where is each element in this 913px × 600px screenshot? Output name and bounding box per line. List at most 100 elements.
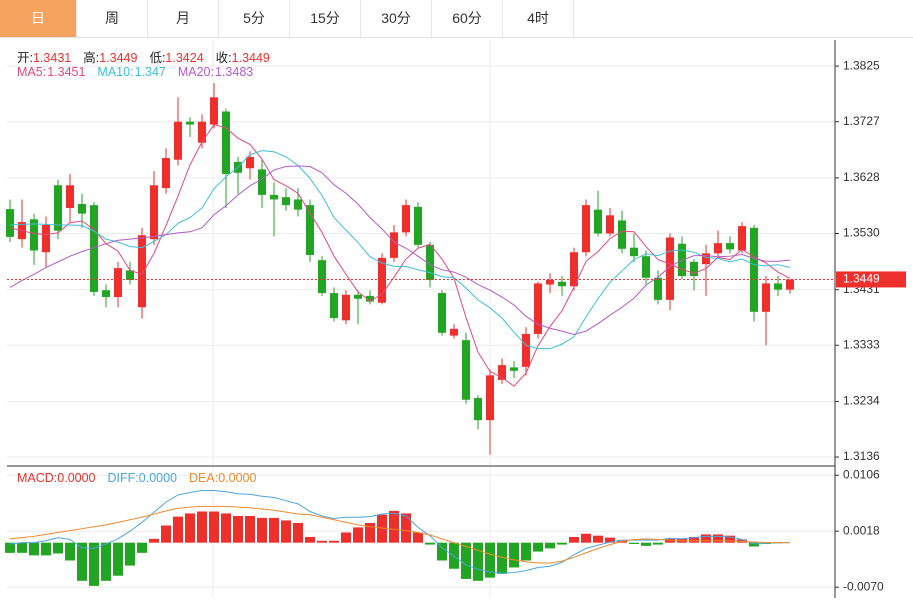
candle-body xyxy=(486,375,494,421)
candle-body xyxy=(558,281,566,287)
y-tick-label: 0.0018 xyxy=(843,523,880,537)
legend-item: MACD:0.0000 xyxy=(17,471,96,485)
legend-item: MA5:1.3451 xyxy=(17,65,85,79)
macd-bar xyxy=(149,538,159,543)
period-tab[interactable]: 30分 xyxy=(361,0,432,37)
legend-item: DEA:0.0000 xyxy=(189,471,256,485)
macd-bar xyxy=(5,542,15,553)
candle-body xyxy=(66,185,74,208)
candle-body xyxy=(762,283,770,312)
macd-bar xyxy=(593,535,603,543)
macd-bar xyxy=(305,536,315,543)
indicator-line xyxy=(9,165,791,336)
candle-body xyxy=(738,226,746,251)
macd-bar xyxy=(89,542,99,586)
macd-bar xyxy=(329,540,339,543)
macd-bar xyxy=(497,542,507,574)
macd-bar xyxy=(665,538,675,543)
candle-body xyxy=(258,169,266,195)
legend-name: MA10: xyxy=(97,65,134,79)
candle-body xyxy=(666,237,674,300)
macd-bar xyxy=(485,542,495,578)
candle-body xyxy=(498,365,506,380)
macd-bar xyxy=(533,542,543,552)
macd-bar xyxy=(173,516,183,543)
indicator-line xyxy=(9,150,791,350)
macd-bar xyxy=(29,542,39,556)
y-tick-label: 1.3727 xyxy=(843,114,880,128)
candle-body xyxy=(366,295,374,302)
macd-bar xyxy=(557,542,567,545)
macd-bar xyxy=(125,542,135,566)
macd-bar xyxy=(233,515,243,543)
y-tick-label: 1.3136 xyxy=(843,449,880,463)
macd-bar xyxy=(197,511,207,543)
candle-body xyxy=(714,243,722,254)
candle-body xyxy=(726,243,734,250)
candle-body xyxy=(246,156,254,169)
period-tab[interactable]: 周 xyxy=(77,0,148,37)
y-tick-label: -0.0070 xyxy=(843,579,884,593)
macd-bar xyxy=(401,513,411,543)
period-tab[interactable]: 5分 xyxy=(219,0,290,37)
candle-body xyxy=(570,252,578,287)
macd-bar xyxy=(65,542,75,561)
candle-body xyxy=(90,205,98,292)
ohlc-item: 收:1.3449 xyxy=(216,51,270,65)
candle-body xyxy=(534,283,542,334)
ohlc-item: 高:1.3449 xyxy=(83,51,137,65)
candle-body xyxy=(618,220,626,249)
macd-bar xyxy=(53,542,63,554)
legend-value: 0.0000 xyxy=(138,471,177,485)
macd-bar xyxy=(461,542,471,579)
candle-body xyxy=(426,244,434,281)
macd-bar xyxy=(725,535,735,543)
macd-bar xyxy=(341,532,351,543)
ohlc-value: 1.3431 xyxy=(32,51,72,65)
period-tab[interactable]: 日 xyxy=(0,0,77,37)
candle-body xyxy=(318,260,326,294)
macd-bar xyxy=(713,534,723,543)
candle-body xyxy=(306,205,314,256)
macd-bar xyxy=(185,513,195,543)
candle-body xyxy=(282,197,290,206)
candle-body xyxy=(438,293,446,333)
legend-name: MA5: xyxy=(17,65,47,79)
current-price-tag xyxy=(836,271,906,288)
macd-bar xyxy=(629,542,639,544)
candle-body xyxy=(630,247,638,257)
candle-body xyxy=(294,199,302,210)
legend-item: DIFF:0.0000 xyxy=(108,471,177,485)
legend-name: DIFF: xyxy=(107,471,139,485)
period-tab[interactable]: 月 xyxy=(148,0,219,37)
macd-bar xyxy=(521,542,531,561)
legend-item: MA20:1.3483 xyxy=(178,65,253,79)
candle-body xyxy=(390,232,398,258)
ohlc-item: 开:1.3431 xyxy=(17,51,71,65)
macd-bar xyxy=(317,540,327,543)
legend-value: 0.0000 xyxy=(218,471,257,485)
macd-bar xyxy=(569,536,579,543)
ohlc-label: 开: xyxy=(17,51,33,65)
candle-body xyxy=(126,270,134,281)
macd-bar xyxy=(113,542,123,576)
ohlc-value: 1.3449 xyxy=(99,51,138,65)
y-tick-label: 1.3333 xyxy=(843,337,880,351)
candle-body xyxy=(42,224,50,253)
macd-bar xyxy=(701,534,711,543)
period-tab[interactable]: 60分 xyxy=(432,0,503,37)
period-tab[interactable]: 15分 xyxy=(290,0,361,37)
macd-bar xyxy=(41,542,51,556)
macd-bar xyxy=(749,542,759,547)
period-tab[interactable]: 4时 xyxy=(503,0,574,37)
candle-body xyxy=(690,261,698,277)
candle-body xyxy=(654,277,662,300)
macd-bar xyxy=(17,542,27,553)
ohlc-label: 低: xyxy=(149,51,166,65)
macd-bar xyxy=(257,517,267,543)
ohlc-legend: 开:1.3431 高:1.3449 低:1.3424 收:1.3449 xyxy=(17,47,282,66)
candle-body xyxy=(150,185,158,240)
current-price-label: 1.3449 xyxy=(843,272,880,286)
